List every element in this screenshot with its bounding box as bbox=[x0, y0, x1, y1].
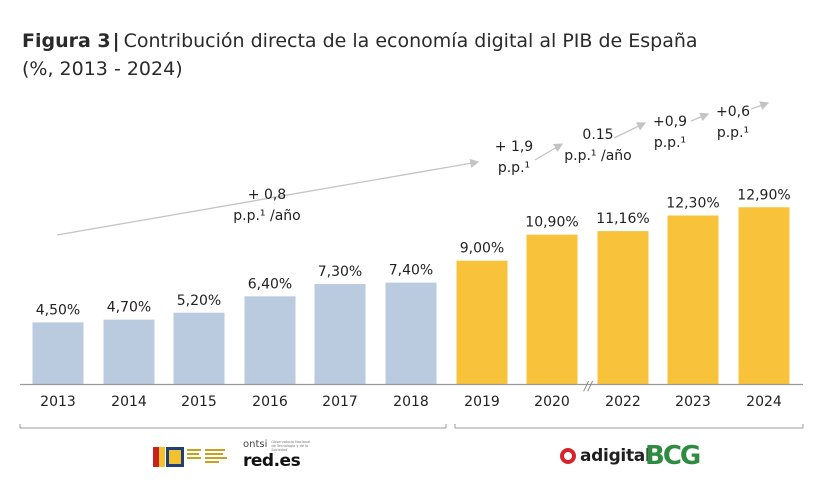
value-label-2014: 4,70% bbox=[107, 300, 151, 316]
value-labels: 4,50% 4,70% 5,20% 6,40% 7,30% 7,40% 9,00% 10,90… bbox=[36, 187, 791, 318]
bars bbox=[32, 207, 790, 384]
bar-2022 bbox=[597, 231, 649, 384]
footer-divider bbox=[19, 424, 804, 429]
bar-2014 bbox=[103, 319, 155, 384]
adigital-logo: adigital bbox=[560, 446, 651, 466]
value-label-2018: 7,40% bbox=[389, 263, 433, 279]
bar-2018 bbox=[385, 282, 437, 384]
ontsi-label: ontsi bbox=[243, 439, 268, 450]
bar-2024 bbox=[738, 207, 790, 384]
value-label-2019: 9,00% bbox=[460, 241, 504, 257]
bar-2015 bbox=[173, 312, 225, 384]
trend-arrow bbox=[534, 143, 564, 161]
chart-title: Figura 3 | Contribución directa de la econ… bbox=[22, 30, 698, 52]
x-tick-2018: 2018 bbox=[393, 394, 429, 410]
x-tick-2014: 2014 bbox=[111, 394, 147, 410]
ontsi-small-text: Observatorio Nacional de Tecnología y de… bbox=[271, 440, 311, 452]
annotation-value: + 0,8 bbox=[248, 187, 286, 203]
x-tick-2020: 2020 bbox=[534, 394, 570, 410]
annotation-unit: p.p.¹ /año bbox=[564, 148, 631, 164]
figure-separator: | bbox=[112, 30, 120, 52]
spain-government-logo bbox=[153, 445, 233, 469]
bcg-logo: BCG bbox=[645, 441, 701, 471]
x-tick-2013: 2013 bbox=[40, 394, 76, 410]
x-tick-2015: 2015 bbox=[181, 394, 217, 410]
bar-2020 bbox=[526, 234, 578, 384]
value-label-2013: 4,50% bbox=[36, 302, 80, 318]
adigital-ring-icon bbox=[560, 448, 576, 464]
annotations: + 0,8 p.p.¹ /año + 1,9 p.p.¹ 0.15 p.p.¹ /año +… bbox=[233, 104, 750, 224]
axis-break-marker: // bbox=[583, 379, 594, 393]
value-label-2015: 5,20% bbox=[177, 293, 221, 309]
annotation-unit: p.p.¹ bbox=[654, 135, 686, 151]
annotation-unit: p.p.¹ /año bbox=[233, 208, 300, 224]
x-tick-2024: 2024 bbox=[746, 394, 782, 410]
adigital-label: adigital bbox=[580, 446, 651, 466]
bar-2023 bbox=[667, 215, 719, 384]
chart-subtitle: (%, 2013 - 2024) bbox=[22, 58, 183, 80]
x-tick-labels: 2013 2014 2015 2016 2017 2018 2019 2020 2022 2023… bbox=[40, 394, 782, 410]
figure-label: Figura 3 bbox=[22, 30, 111, 52]
value-label-2020: 10,90% bbox=[525, 215, 578, 231]
bar-2017 bbox=[314, 283, 366, 384]
x-tick-2022: 2022 bbox=[605, 394, 641, 410]
redes-label: red.es bbox=[243, 451, 301, 471]
value-label-2023: 12,30% bbox=[666, 195, 719, 211]
bar-2013 bbox=[32, 322, 84, 384]
trend-arrows bbox=[56, 101, 770, 236]
value-label-2016: 6,40% bbox=[248, 276, 292, 292]
annotation-value: 0.15 bbox=[582, 127, 613, 143]
x-tick-2016: 2016 bbox=[252, 394, 288, 410]
x-tick-2023: 2023 bbox=[675, 394, 711, 410]
trend-arrow bbox=[56, 158, 480, 236]
annotation-value: +0,9 bbox=[653, 114, 687, 130]
x-tick-2017: 2017 bbox=[322, 394, 358, 410]
trend-arrow bbox=[750, 101, 770, 110]
trend-arrow bbox=[613, 122, 647, 139]
trend-arrow bbox=[690, 112, 710, 122]
annotation-value: + 1,9 bbox=[495, 139, 533, 155]
annotation-unit: p.p.¹ bbox=[717, 125, 749, 141]
title-text: Contribución directa de la economía digi… bbox=[123, 30, 698, 52]
value-label-2017: 7,30% bbox=[318, 264, 362, 280]
ontsi-redes-logo: ontsi Observatorio Nacional de Tecnologí… bbox=[243, 439, 311, 471]
x-tick-2019: 2019 bbox=[464, 394, 500, 410]
annotation-unit: p.p.¹ bbox=[498, 160, 530, 176]
bar-2016 bbox=[244, 296, 296, 384]
bar-2019 bbox=[456, 260, 508, 384]
value-label-2022: 11,16% bbox=[596, 211, 649, 227]
value-label-2024: 12,90% bbox=[737, 187, 790, 203]
annotation-value: +0,6 bbox=[716, 104, 750, 120]
